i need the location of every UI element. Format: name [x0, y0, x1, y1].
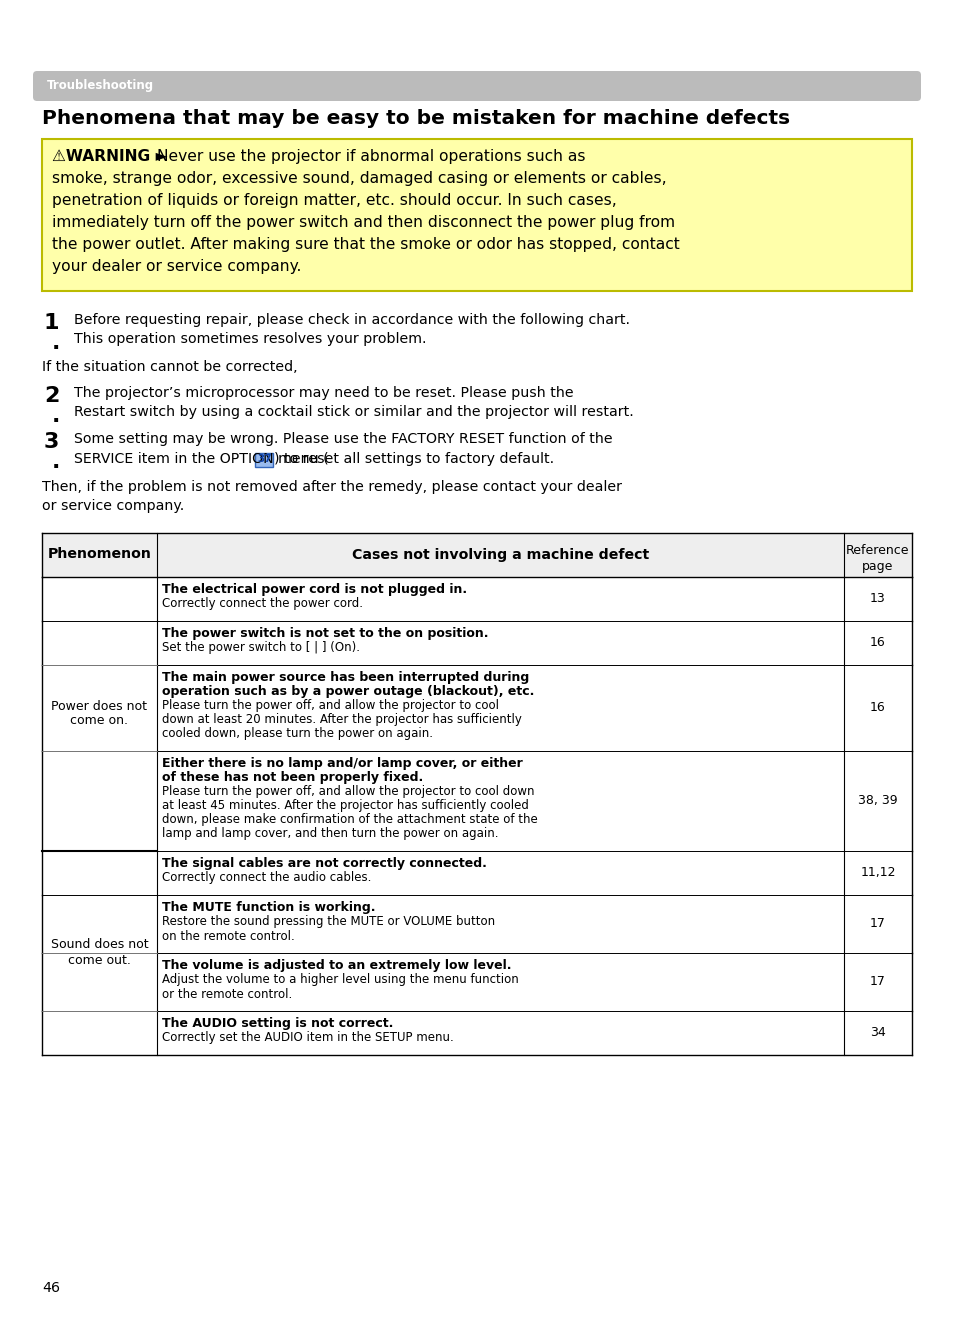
- Text: Reference: Reference: [845, 545, 909, 557]
- Text: operation such as by a power outage (blackout), etc.: operation such as by a power outage (bla…: [162, 686, 534, 699]
- Text: Phenomena that may be easy to be mistaken for machine defects: Phenomena that may be easy to be mistake…: [42, 108, 789, 129]
- Bar: [42, 139, 911, 291]
- Text: immediately turn off the power switch and then disconnect the power plug from: immediately turn off the power switch an…: [52, 216, 675, 230]
- Text: at least 45 minutes. After the projector has sufficiently cooled: at least 45 minutes. After the projector…: [162, 799, 528, 813]
- Text: or service company.: or service company.: [42, 499, 184, 513]
- Text: Correctly connect the audio cables.: Correctly connect the audio cables.: [162, 872, 371, 885]
- FancyBboxPatch shape: [33, 71, 920, 100]
- Text: ) to reset all settings to factory default.: ) to reset all settings to factory defau…: [274, 453, 554, 466]
- Bar: [255, 453, 274, 467]
- Text: Then, if the problem is not removed after the remedy, please contact your dealer: Then, if the problem is not removed afte…: [42, 479, 621, 494]
- Text: 37: 37: [257, 454, 272, 465]
- Text: 13: 13: [869, 592, 885, 605]
- Text: Phenomenon: Phenomenon: [48, 548, 152, 561]
- Text: The main power source has been interrupted during: The main power source has been interrupt…: [162, 671, 529, 684]
- Text: 34: 34: [869, 1026, 885, 1039]
- Text: The AUDIO setting is not correct.: The AUDIO setting is not correct.: [162, 1018, 393, 1031]
- Text: The projector’s microprocessor may need to be reset. Please push the: The projector’s microprocessor may need …: [74, 386, 573, 399]
- Text: 17: 17: [869, 975, 885, 988]
- Text: Sound does not
come out.: Sound does not come out.: [51, 939, 148, 967]
- Text: on the remote control.: on the remote control.: [162, 929, 294, 943]
- Text: Please turn the power off, and allow the projector to cool down: Please turn the power off, and allow the…: [162, 786, 534, 798]
- Text: The electrical power cord is not plugged in.: The electrical power cord is not plugged…: [162, 584, 467, 596]
- Text: The power switch is not set to the on position.: The power switch is not set to the on po…: [162, 628, 488, 640]
- Text: Before requesting repair, please check in accordance with the following chart.: Before requesting repair, please check i…: [74, 313, 629, 327]
- Text: .: .: [52, 333, 60, 353]
- Text: If the situation cannot be corrected,: If the situation cannot be corrected,: [42, 360, 297, 374]
- Text: lamp and lamp cover, and then turn the power on again.: lamp and lamp cover, and then turn the p…: [162, 828, 498, 841]
- Text: Never use the projector if abnormal operations such as: Never use the projector if abnormal oper…: [157, 149, 585, 163]
- Text: 1: 1: [44, 313, 59, 333]
- Text: 11,12: 11,12: [860, 866, 895, 878]
- Text: smoke, strange odor, excessive sound, damaged casing or elements or cables,: smoke, strange odor, excessive sound, da…: [52, 171, 666, 186]
- Text: 17: 17: [869, 917, 885, 931]
- Text: Set the power switch to [ | ] (On).: Set the power switch to [ | ] (On).: [162, 641, 359, 655]
- Text: Restore the sound pressing the MUTE or VOLUME button: Restore the sound pressing the MUTE or V…: [162, 916, 495, 928]
- Text: Troubleshooting: Troubleshooting: [47, 79, 154, 92]
- Text: 3: 3: [44, 432, 59, 453]
- Text: ⚠WARNING ►: ⚠WARNING ►: [52, 149, 172, 163]
- Text: page: page: [862, 560, 893, 573]
- Text: Cases not involving a machine defect: Cases not involving a machine defect: [352, 548, 648, 561]
- Text: Please turn the power off, and allow the projector to cool: Please turn the power off, and allow the…: [162, 699, 498, 712]
- Text: penetration of liquids or foreign matter, etc. should occur. In such cases,: penetration of liquids or foreign matter…: [52, 193, 616, 208]
- Text: Correctly connect the power cord.: Correctly connect the power cord.: [162, 597, 363, 611]
- Text: The MUTE function is working.: The MUTE function is working.: [162, 901, 375, 915]
- Text: Some setting may be wrong. Please use the FACTORY RESET function of the: Some setting may be wrong. Please use th…: [74, 432, 612, 446]
- Text: Restart switch by using a cocktail stick or similar and the projector will resta: Restart switch by using a cocktail stick…: [74, 404, 633, 419]
- Text: 16: 16: [869, 636, 885, 649]
- Text: The volume is adjusted to an extremely low level.: The volume is adjusted to an extremely l…: [162, 960, 511, 972]
- Text: .: .: [52, 453, 60, 473]
- Text: SERVICE item in the OPTION menu (: SERVICE item in the OPTION menu (: [74, 453, 328, 466]
- Text: or the remote control.: or the remote control.: [162, 987, 292, 1000]
- Text: the power outlet. After making sure that the smoke or odor has stopped, contact: the power outlet. After making sure that…: [52, 237, 679, 252]
- Bar: [42, 533, 911, 577]
- Text: cooled down, please turn the power on again.: cooled down, please turn the power on ag…: [162, 727, 433, 740]
- Text: down at least 20 minutes. After the projector has sufficiently: down at least 20 minutes. After the proj…: [162, 714, 521, 727]
- Text: Either there is no lamp and/or lamp cover, or either: Either there is no lamp and/or lamp cove…: [162, 758, 522, 770]
- Text: Power does not
come on.: Power does not come on.: [51, 699, 148, 727]
- Text: your dealer or service company.: your dealer or service company.: [52, 258, 301, 274]
- Text: The signal cables are not correctly connected.: The signal cables are not correctly conn…: [162, 857, 486, 870]
- Text: .: .: [52, 406, 60, 426]
- Text: 46: 46: [42, 1281, 60, 1295]
- Text: of these has not been properly fixed.: of these has not been properly fixed.: [162, 771, 423, 785]
- Text: This operation sometimes resolves your problem.: This operation sometimes resolves your p…: [74, 332, 426, 347]
- Text: Correctly set the AUDIO item in the SETUP menu.: Correctly set the AUDIO item in the SETU…: [162, 1031, 454, 1044]
- Text: Adjust the volume to a higher level using the menu function: Adjust the volume to a higher level usin…: [162, 973, 518, 987]
- Text: 16: 16: [869, 702, 885, 714]
- Text: down, please make confirmation of the attachment state of the: down, please make confirmation of the at…: [162, 814, 537, 826]
- Text: 2: 2: [44, 386, 59, 406]
- Text: 38, 39: 38, 39: [858, 794, 897, 807]
